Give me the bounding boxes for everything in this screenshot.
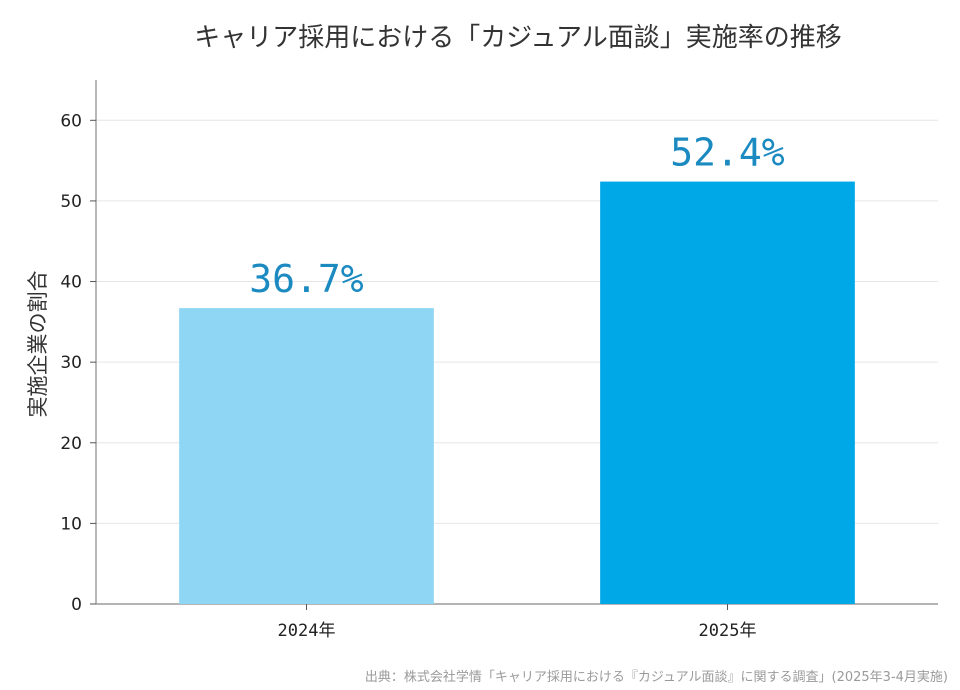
y-axis-label: 実施企業の割合 — [26, 271, 50, 418]
x-tick-label: 2024年 — [278, 621, 336, 641]
x-axis-ticks: 2024年 2025年 — [278, 604, 757, 641]
data-label-0: 36.7% — [249, 257, 364, 301]
y-tick-label: 10 — [60, 514, 82, 534]
y-axis-ticks: 0 10 20 30 40 50 60 — [60, 111, 96, 615]
x-tick-label: 2025年 — [699, 621, 757, 641]
data-labels: 36.7% 52.4% — [249, 131, 785, 302]
y-tick-label: 50 — [60, 192, 82, 212]
bars — [179, 181, 855, 604]
y-tick-label: 20 — [60, 434, 82, 454]
y-tick-label: 40 — [60, 273, 82, 293]
y-tick-label: 60 — [60, 111, 82, 131]
source-note: 出典：株式会社学情「キャリア採用における『カジュアル面談』に関する調査」(202… — [365, 669, 948, 685]
data-label-1: 52.4% — [670, 131, 785, 175]
y-tick-label: 0 — [71, 595, 82, 615]
bar-1 — [600, 181, 855, 604]
y-tick-label: 30 — [60, 353, 82, 373]
bar-0 — [179, 308, 434, 604]
chart-title: キャリア採用における「カジュアル面談」実施率の推移 — [194, 23, 841, 53]
